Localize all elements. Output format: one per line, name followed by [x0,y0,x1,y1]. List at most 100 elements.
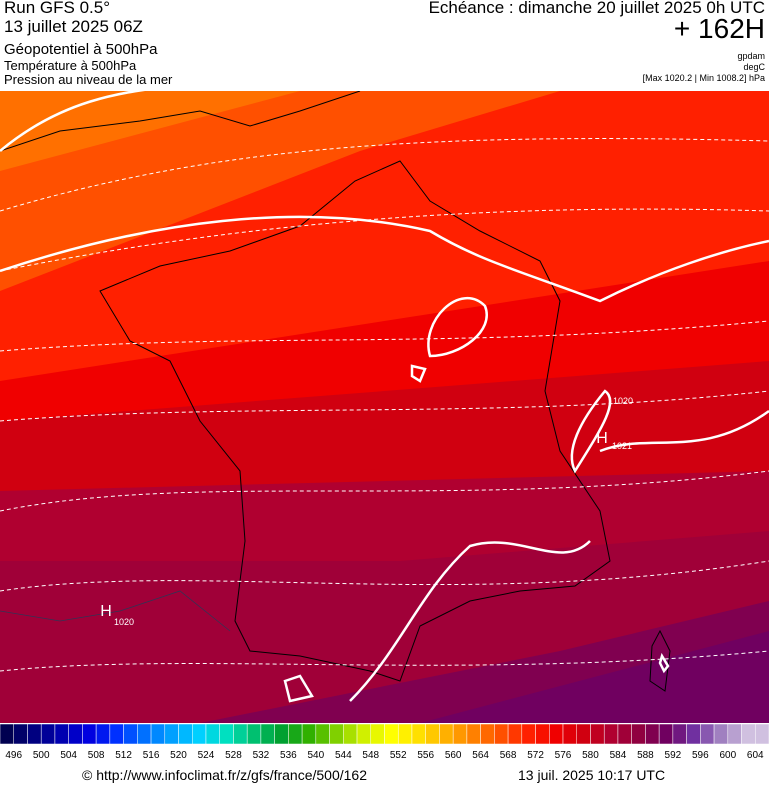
legend-swatch [384,724,399,745]
legend-label: 516 [143,750,160,761]
field: Température à 500hPa [4,58,137,73]
pressure-label: 1021 [612,441,632,451]
legend-swatch [713,724,729,745]
legend-swatch [576,724,591,745]
legend-swatch [507,724,523,745]
legend-swatch [521,724,536,745]
legend-label: 528 [225,750,242,761]
legend-swatch [494,724,509,745]
legend-label: 560 [445,750,462,761]
legend-swatch [68,724,83,745]
legend-swatch [54,724,69,745]
unit: gpdam [737,51,765,61]
legend-swatch [727,724,742,745]
legend-swatch [301,724,317,745]
lead-time: + 162H [673,13,765,44]
legend-swatch [425,724,440,745]
legend-swatch [13,724,28,745]
legend-swatch [439,724,454,745]
band [0,91,560,291]
footer-time: 13 juil. 2025 10:17 UTC [518,767,666,783]
field: Pression au niveau de la mer [4,72,173,87]
legend-label: 544 [335,750,352,761]
temperature-isolines [0,138,769,672]
legend-label: 588 [637,750,654,761]
legend-label: 504 [60,750,77,761]
legend-swatch [480,724,495,745]
legend-label: 552 [390,750,407,761]
unit: degC [743,62,765,72]
legend-swatch [95,724,111,745]
legend-swatch [658,724,674,745]
legend-swatch [192,724,207,745]
legend-label: 532 [253,750,270,761]
legend-label: 584 [610,750,627,761]
pressure-label: 1020 [114,617,134,627]
legend-swatch [700,724,715,745]
legend-swatch [82,724,97,745]
legend-swatch [535,724,550,745]
legend-swatch [27,724,42,745]
legend-swatch [288,724,303,745]
legend-label: 564 [472,750,489,761]
legend-label: 520 [170,750,187,761]
legend-label: 572 [527,750,544,761]
pressure-label: H [596,430,608,447]
legend-swatch [246,724,262,745]
legend-swatch [686,724,701,745]
legend-swatch [562,724,578,745]
legend-label: 512 [115,750,132,761]
legend-swatch [452,724,468,745]
legend-swatch [603,724,619,745]
legend-swatch [329,724,344,745]
legend-swatch [150,724,166,745]
field: Géopotentiel à 500hPa [4,41,158,58]
coastlines [0,91,671,692]
legend-label: 576 [555,750,572,761]
legend-swatch [411,724,426,745]
legend-label: 500 [33,750,50,761]
legend-swatch [672,724,687,745]
legend-swatch [40,724,56,745]
legend-swatch [741,724,756,745]
legend-swatch [0,724,14,745]
legend-label: 592 [665,750,682,761]
legend-swatch [178,724,193,745]
legend-swatch [164,724,179,745]
footer-url: © http://www.infoclimat.fr/z/gfs/france/… [82,767,367,783]
legend-label: 604 [747,750,764,761]
legend-label: 596 [692,750,709,761]
valid-time: Echéance : dimanche 20 juillet 2025 0h U… [428,0,765,17]
band [420,631,769,723]
pressure-label: 1020 [613,396,633,406]
legend-swatch [274,724,289,745]
legend-swatch [109,724,124,745]
legend-swatch [617,724,632,745]
legend-swatch [466,724,481,745]
legend: 496 500 504 508 512 516 520 524 528 532 536 540 544 5… [0,724,769,761]
pressure-isobars [0,91,769,703]
legend-label: 524 [198,750,215,761]
legend-swatch [397,724,413,745]
legend-label: 548 [362,750,379,761]
legend-label: 508 [88,750,105,761]
legend-swatch [260,724,275,745]
legend-label: 556 [417,750,434,761]
legend-swatch [356,724,372,745]
legend-swatch [219,724,234,745]
band [0,91,300,171]
legend-swatch [631,724,646,745]
legend-label: 600 [719,750,736,761]
legend-swatch [315,724,330,745]
legend-swatch [205,724,220,745]
legend-label: 536 [280,750,297,761]
legend-label: 496 [5,750,22,761]
legend-swatch [645,724,660,745]
unit: [Max 1020.2 | Min 1008.2] hPa [642,73,765,83]
run: Run GFS 0.5° [4,0,111,17]
legend-swatch [123,724,138,745]
legend-swatch [370,724,385,745]
legend-swatch [590,724,605,745]
